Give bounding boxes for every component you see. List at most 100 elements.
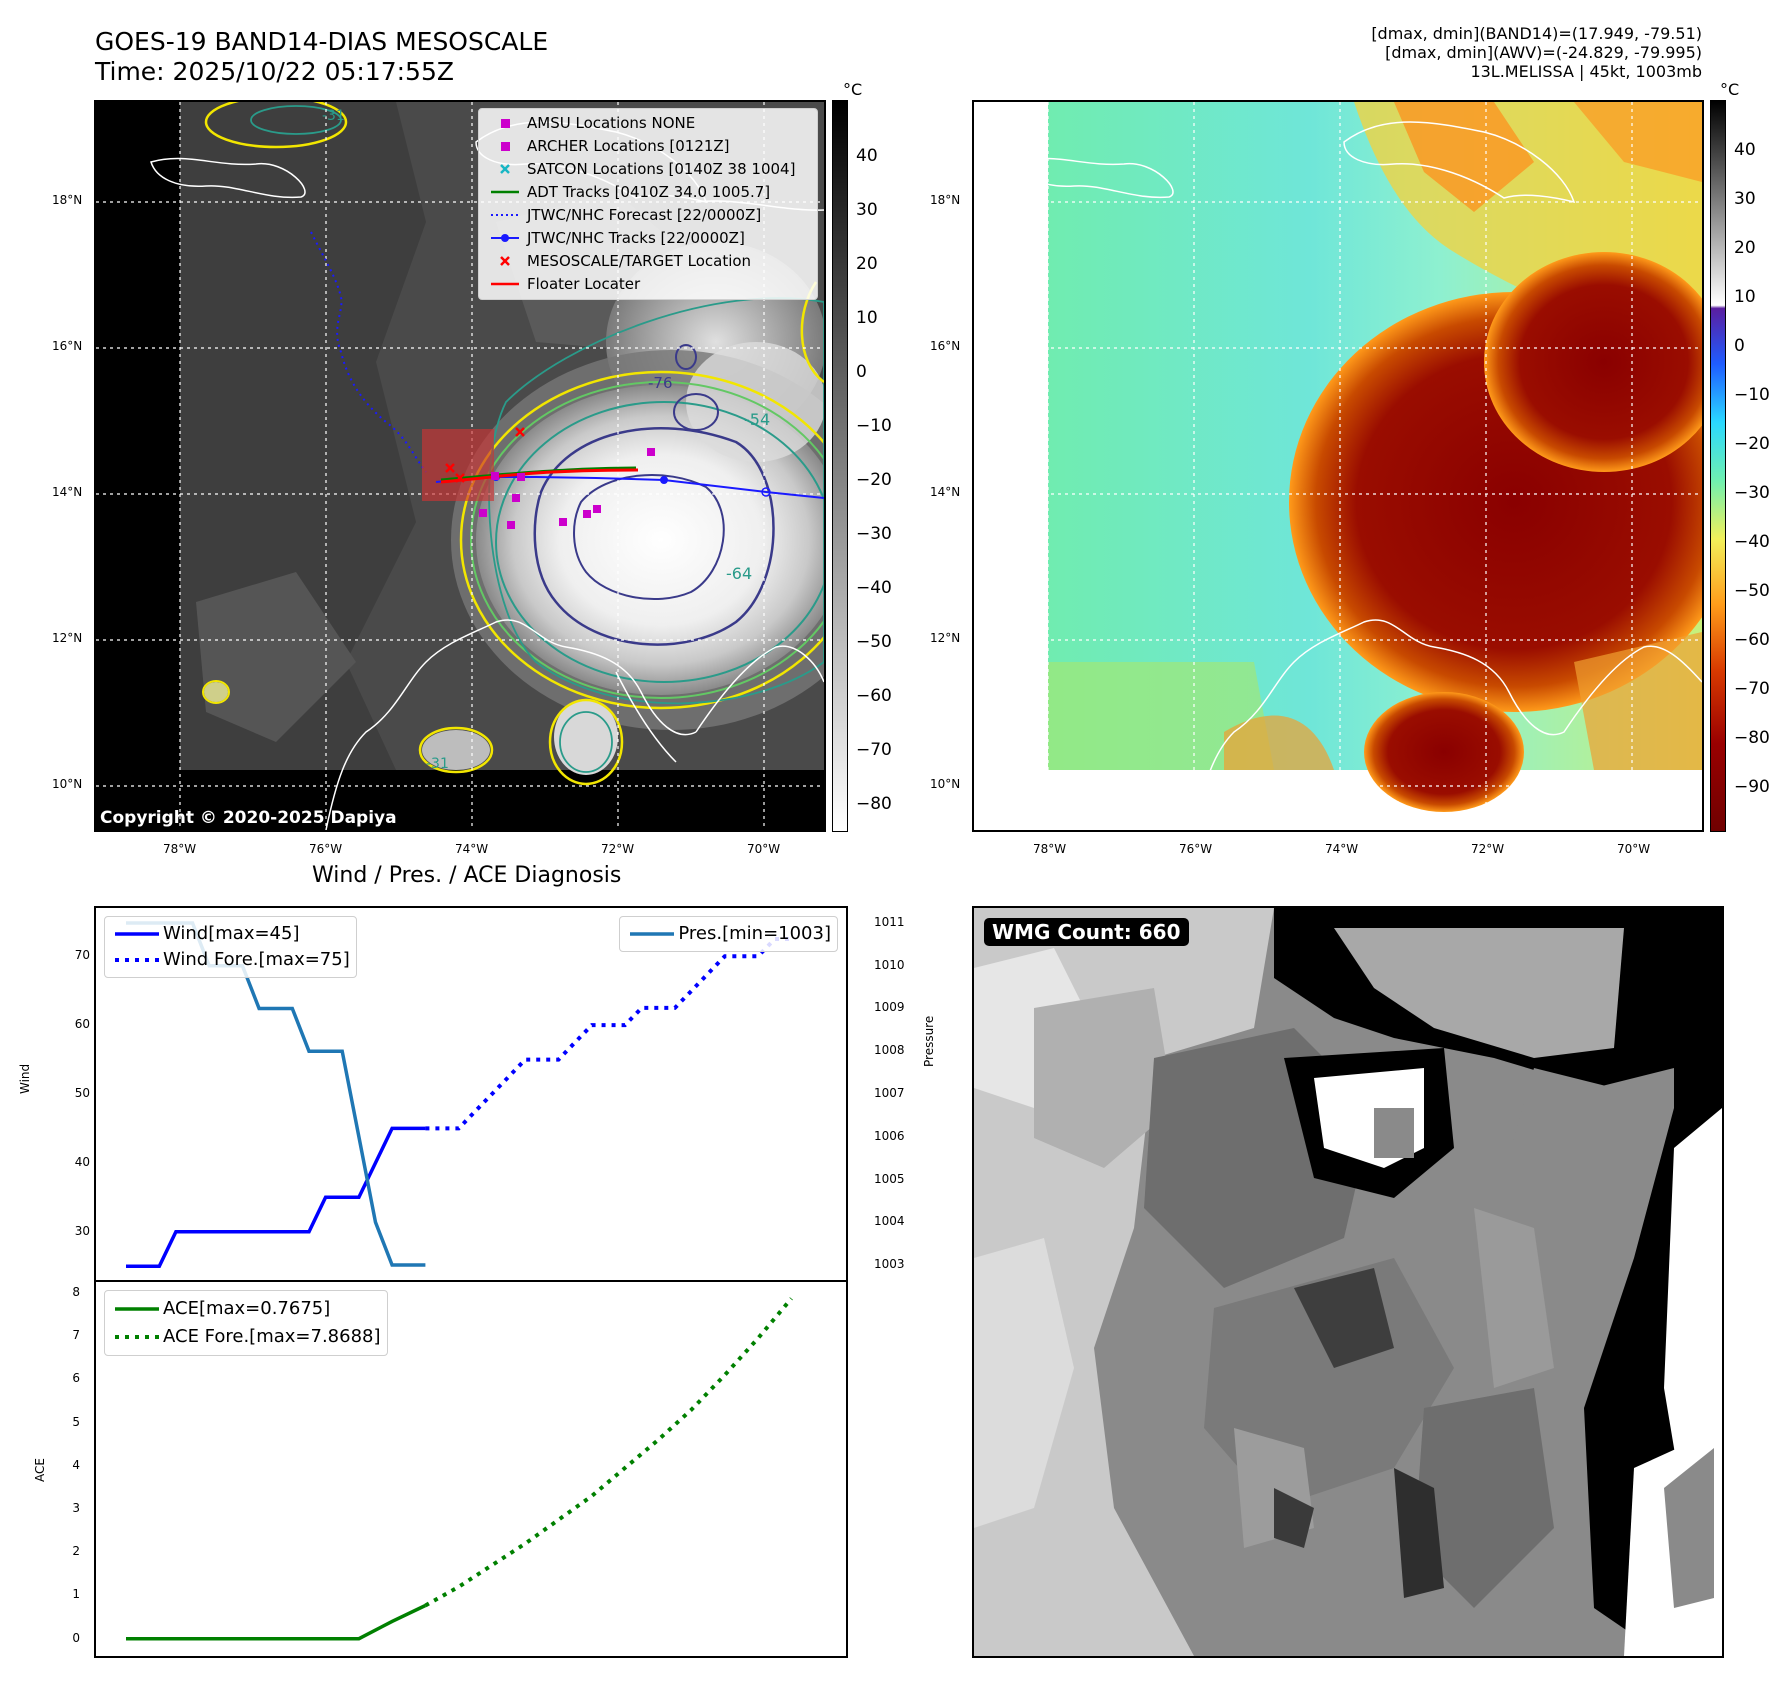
legend-label: AMSU Locations NONE — [527, 114, 696, 132]
wind-legend: Wind[max=45] Wind Fore.[max=75] — [104, 916, 357, 978]
ace-chart[interactable]: ACE[max=0.7675] ACE Fore.[max=7.8688] — [94, 1280, 848, 1658]
blue-dotted-line-icon — [491, 214, 519, 216]
y-tick-label: 1011 — [874, 914, 905, 929]
pressure-axis-label: Pressure — [922, 1015, 936, 1067]
wv-colorbar-tick: 40 — [1734, 140, 1756, 160]
y-tick-label: 30 — [74, 1223, 90, 1238]
legend-item: ACE Fore.[max=7.8688] — [111, 1323, 381, 1351]
legend-label: Wind Fore.[max=75] — [163, 949, 350, 970]
legend-item: ADT Tracks [0410Z 34.0 1005.7] — [479, 181, 817, 204]
ace-line-0 — [126, 1603, 427, 1641]
y-tick-label: 5 — [72, 1414, 80, 1429]
y-tick-label: 50 — [74, 1086, 90, 1100]
lon-tick: 76°W — [309, 842, 343, 856]
y-tick-label: 1003 — [874, 1257, 905, 1272]
legend-item: Wind Fore.[max=75] — [111, 947, 350, 973]
wmg-count-badge: WMG Count: 660 — [984, 918, 1189, 946]
wmg-image — [974, 908, 1722, 1656]
ir-colorbar-tick: −30 — [856, 524, 892, 544]
wmg-panel[interactable]: WMG Count: 660 — [972, 906, 1724, 1658]
y-tick-label: 60 — [74, 1017, 90, 1032]
y-tick-label: 0 — [72, 1630, 80, 1645]
info-block: [dmax, dmin](BAND14)=(17.949, -79.51) [d… — [1371, 24, 1702, 81]
legend-label: ADT Tracks [0410Z 34.0 1005.7] — [527, 183, 771, 201]
lon-tick: 78°W — [163, 842, 197, 856]
lon-tick: 74°W — [1325, 842, 1359, 856]
legend-label: JTWC/NHC Forecast [22/0000Z] — [527, 206, 762, 224]
y-tick-label: 1006 — [874, 1128, 905, 1143]
dotted-green-line-icon — [115, 1335, 159, 1339]
lat-tick: 18°N — [52, 193, 83, 207]
y-tick-label: 2 — [72, 1544, 80, 1559]
ir-colorbar-tick: −60 — [856, 686, 892, 706]
ir-colorbar-tick: −80 — [856, 794, 892, 814]
jamaica-coastline — [150, 157, 306, 199]
y-tick-label: 1 — [72, 1587, 80, 1602]
ir-colorbar-tick: 10 — [856, 308, 878, 328]
y-tick-label: 1008 — [874, 1043, 905, 1058]
mesoscale-target-marks — [445, 427, 525, 483]
series-line-0 — [126, 1126, 426, 1268]
y-tick-label: 6 — [72, 1371, 80, 1386]
series-line-1 — [425, 937, 792, 1131]
ir-colorbar-tick: 0 — [856, 362, 867, 382]
lon-tick: 74°W — [455, 842, 489, 856]
legend-item: Floater Locater — [479, 273, 817, 296]
y-tick-label: 1009 — [874, 1000, 905, 1015]
ace-plot — [126, 1297, 793, 1641]
lat-tick: 10°N — [930, 777, 961, 791]
ir-satellite-map[interactable]: -76 -54 -64 -31 -31 AMSU Locations NONE … — [94, 100, 826, 832]
floater-box — [422, 429, 494, 501]
info-band14-range: [dmax, dmin](BAND14)=(17.949, -79.51) — [1371, 24, 1702, 43]
blue-dot-line-icon — [491, 234, 519, 242]
forecast-track — [310, 231, 427, 473]
wv-colorbar-tick: 0 — [1734, 336, 1745, 356]
wind-pressure-chart[interactable]: Wind[max=45] Wind Fore.[max=75] Pres.[mi… — [94, 906, 848, 1282]
ir-colorbar — [832, 100, 848, 832]
legend-item: Wind[max=45] — [111, 921, 350, 947]
lat-tick: 16°N — [930, 339, 961, 353]
lon-tick: 70°W — [747, 842, 781, 856]
lon-tick: 70°W — [1617, 842, 1651, 856]
wv-colorbar-tick: 10 — [1734, 287, 1756, 307]
y-tick-label: 4 — [72, 1457, 80, 1472]
legend-label: SATCON Locations [0140Z 38 1004] — [527, 160, 796, 178]
lat-tick: 16°N — [52, 339, 83, 353]
ir-colorbar-unit: °C — [843, 80, 863, 99]
wv-colorbar-tick: −60 — [1734, 630, 1770, 650]
lat-tick: 10°N — [52, 777, 83, 791]
lat-tick: 14°N — [52, 485, 83, 499]
cyan-x-icon — [500, 164, 510, 174]
legend-item: MESOSCALE/TARGET Location — [479, 250, 817, 273]
lon-tick: 72°W — [1471, 842, 1505, 856]
legend-item: AMSU Locations NONE — [479, 112, 817, 135]
magenta-square-icon — [501, 119, 510, 128]
wv-colorbar-tick: −50 — [1734, 581, 1770, 601]
ir-colorbar-tick: −50 — [856, 632, 892, 652]
ir-colorbar-tick: −20 — [856, 470, 892, 490]
y-tick-label: 1010 — [874, 957, 905, 972]
wv-colorbar-tick: 30 — [1734, 189, 1756, 209]
legend-item: SATCON Locations [0140Z 38 1004] — [479, 158, 817, 181]
legend-label: MESOSCALE/TARGET Location — [527, 252, 752, 270]
legend-item: ARCHER Locations [0121Z] — [479, 135, 817, 158]
archer-points — [479, 448, 655, 529]
contour-label: -64 — [726, 564, 753, 583]
ir-colorbar-tick: 30 — [856, 200, 878, 220]
wv-satellite-map[interactable] — [972, 100, 1704, 832]
lon-tick: 76°W — [1179, 842, 1213, 856]
lat-tick: 12°N — [52, 631, 83, 645]
copyright-text: Copyright © 2020-2025 Dapiya — [100, 808, 397, 828]
ace-line-1 — [424, 1297, 793, 1608]
wv-colorbar-tick: −10 — [1734, 385, 1770, 405]
wv-map-graphic — [974, 102, 1702, 830]
legend-item: JTWC/NHC Tracks [22/0000Z] — [479, 227, 817, 250]
magenta-square-icon — [501, 142, 510, 151]
wv-colorbar-tick: −90 — [1734, 777, 1770, 797]
ir-colorbar-tick: −70 — [856, 740, 892, 760]
ace-legend: ACE[max=0.7675] ACE Fore.[max=7.8688] — [104, 1290, 388, 1356]
ir-colorbar-tick: −40 — [856, 578, 892, 598]
y-tick-label: 8 — [72, 1284, 80, 1299]
legend-label: JTWC/NHC Tracks [22/0000Z] — [527, 229, 745, 247]
wv-colorbar-tick: 20 — [1734, 238, 1756, 258]
